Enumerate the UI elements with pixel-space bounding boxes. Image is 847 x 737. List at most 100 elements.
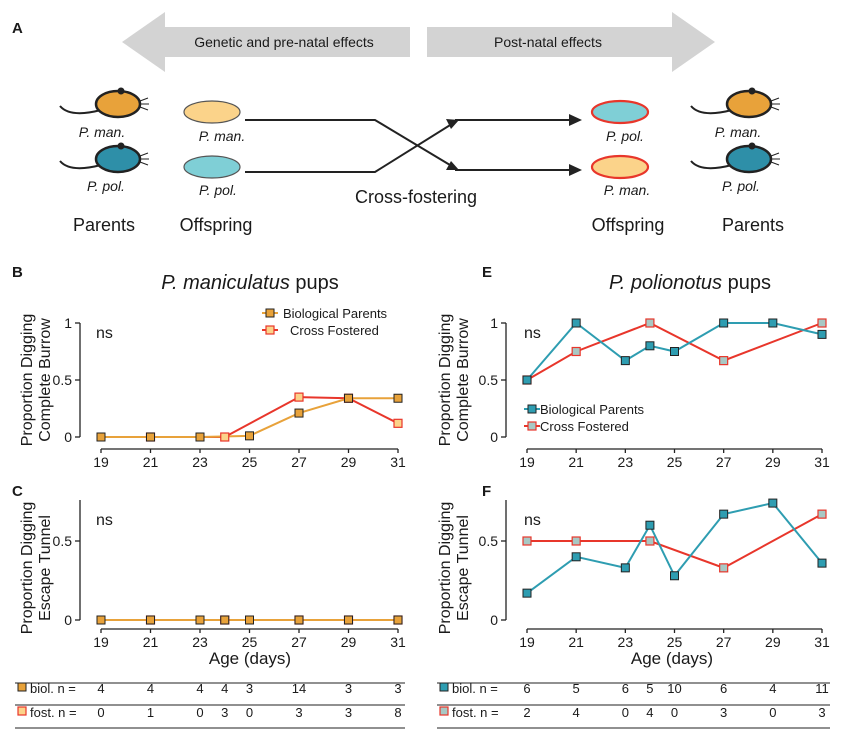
x-tick-label-E: 23 (618, 454, 634, 470)
y-tick-label-B: 0.5 (53, 372, 73, 388)
point-bio-B (344, 393, 353, 403)
n-table-right: biol. n = 6 5 6 5 10 6 4 11 fost. n = 2 4 0 4 0 3 0 3 (437, 681, 830, 729)
point-bio-F (522, 588, 532, 598)
point-fost-F (817, 509, 827, 519)
x-tick-label-B: 19 (93, 454, 109, 470)
n-cell: 5 (573, 681, 580, 696)
x-tick-label-B: 31 (390, 454, 406, 470)
legend-e-bio-marker (527, 404, 537, 414)
point-bio-E (645, 341, 655, 351)
n-cell: 8 (394, 705, 401, 720)
n-cell: 3 (345, 681, 352, 696)
point-bio-B (195, 432, 205, 442)
x-tick-label-E: 25 (667, 454, 683, 470)
point-bio-B (393, 393, 403, 403)
y-tick-label-C: 0 (64, 612, 72, 628)
point-fost-F (571, 536, 581, 546)
point-bio-C (245, 615, 254, 625)
panel-letter-f: F (482, 483, 491, 500)
cross-fostering-arrows (245, 119, 575, 173)
legend-e: Biological Parents Cross Fostered (524, 402, 645, 434)
point-bio-E (719, 318, 729, 328)
x-tick-label-E: 21 (568, 454, 584, 470)
n-cell: 10 (667, 681, 681, 696)
n-cell: 11 (815, 681, 829, 696)
chart-f: 0 0.5 19 21 23 25 27 29 31 (479, 498, 830, 650)
legend-b: Biological Parents Cross Fostered (262, 306, 388, 338)
panel-letter-c: C (12, 483, 23, 500)
series-line-B-fost (150, 396, 399, 438)
x-tick-label-C: 29 (341, 634, 357, 650)
x-tick-label-B: 21 (143, 454, 159, 470)
title-left-suffix: pups (290, 272, 339, 294)
ylabel-e-line1: Proportion Digging (437, 314, 454, 447)
point-bio-C (294, 615, 304, 625)
n-cell: 3 (246, 681, 253, 696)
left-offspring-label-1: P. man. (199, 128, 245, 144)
n-row-label: fost. n = (30, 705, 77, 720)
n-cell: 3 (394, 681, 401, 696)
x-tick-label-C: 23 (192, 634, 208, 650)
parents-label-right: Parents (722, 215, 784, 235)
series-line-F-bio (526, 501, 823, 594)
point-bio-E (670, 347, 679, 356)
x-tick-label-C: 19 (93, 634, 109, 650)
point-fost-F (645, 536, 655, 546)
x-tick-label-F: 31 (814, 634, 830, 650)
point-fost-E (571, 346, 581, 357)
n-cell: 3 (818, 705, 825, 720)
ylabel-b-line1: Proportion Digging (19, 314, 36, 447)
point-bio-C (96, 615, 106, 625)
point-bio-E (817, 329, 827, 339)
legend-b-bio-marker (265, 308, 275, 318)
x-tick-label-F: 21 (568, 634, 584, 650)
x-tick-label-F: 27 (716, 634, 732, 650)
arrowhead-cross-down (446, 161, 459, 170)
pup-pol-left-icon (183, 155, 241, 179)
point-bio-B (96, 432, 106, 442)
ylabel-e-line2: Complete Burrow (455, 318, 472, 442)
n-cell: 6 (523, 681, 530, 696)
mouse-pol-right-icon (690, 142, 780, 174)
point-bio-C (220, 615, 230, 625)
x-tick-label-B: 29 (341, 454, 357, 470)
n-row-marker-bio (439, 682, 449, 692)
x-tick-label-C: 31 (390, 634, 406, 650)
x-tick-label-C: 21 (143, 634, 159, 650)
x-tick-label-F: 29 (765, 634, 781, 650)
title-right-suffix: pups (722, 272, 771, 294)
point-fost-B (393, 418, 403, 428)
n-cell: 3 (345, 705, 352, 720)
arrowhead-cross-up (446, 119, 459, 129)
pup-pol-fostered-icon (590, 99, 650, 125)
x-tick-label-B: 25 (242, 454, 258, 470)
series-line-E-bio (526, 321, 823, 381)
point-fost-F (719, 563, 729, 573)
chart-b: 0 0.5 1 19 21 23 25 27 29 31 (53, 315, 406, 470)
offspring-label-right: Offspring (592, 215, 665, 235)
chart-c: 0 0.5 19 21 23 25 27 29 31 (53, 500, 406, 650)
ylabel-c-line1: Proportion Digging (19, 502, 36, 635)
point-fost-F (522, 536, 532, 546)
parents-label-left: Parents (73, 215, 135, 235)
point-bio-F (620, 563, 630, 573)
point-fost-E (719, 356, 729, 366)
ns-label-f: ns (524, 512, 541, 529)
panel-a-schematic: A Genetic and pre-natal effects Post-nat… (12, 12, 784, 235)
xlabel-left: Age (days) (209, 649, 291, 668)
pup-man-fostered-icon (590, 154, 650, 180)
n-cell: 6 (622, 681, 629, 696)
x-tick-label-B: 23 (192, 454, 208, 470)
n-row-marker-fost (17, 706, 27, 716)
postnatal-arrow-shape (427, 12, 715, 72)
point-bio-C (146, 615, 155, 625)
point-bio-B (294, 408, 304, 418)
y-tick-label-B: 1 (64, 315, 72, 331)
n-cell: 4 (196, 681, 203, 696)
n-cell: 4 (147, 681, 154, 696)
point-bio-F (719, 509, 729, 519)
x-tick-label-B: 27 (291, 454, 307, 470)
point-fost-B (294, 392, 304, 402)
right-offspring-label-2: P. man. (604, 182, 650, 198)
